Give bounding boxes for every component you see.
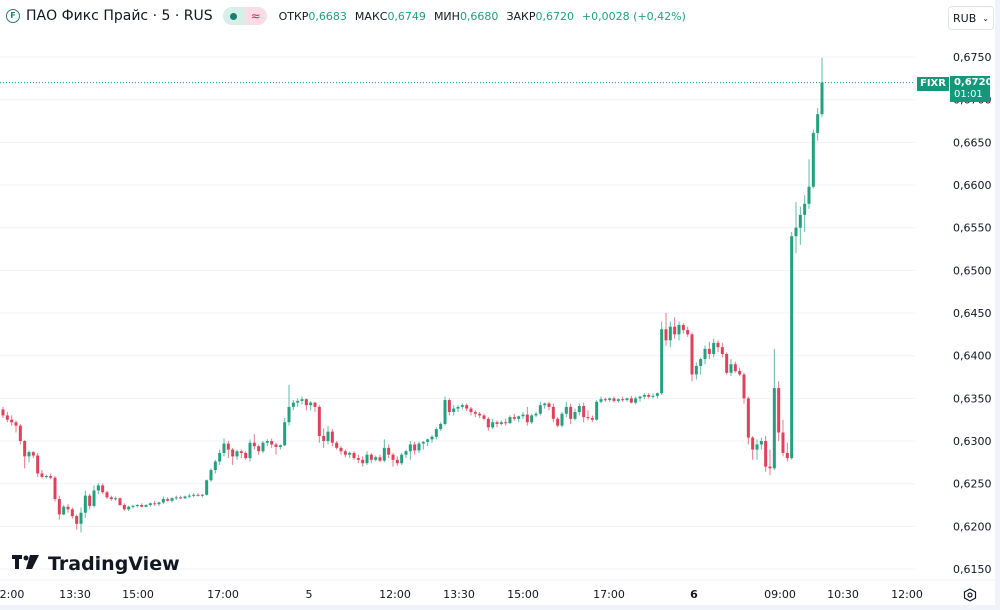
- price-tick-label: 0,6400: [953, 350, 992, 363]
- chevron-down-icon: ⌄: [982, 13, 989, 23]
- time-tick-label: 12:00: [379, 588, 411, 601]
- currency-dropdown[interactable]: RUB ⌄: [948, 6, 994, 30]
- time-axis[interactable]: 2:00 13:30 15:00 17:00 5 12:00 13:30 15:00 17:00…: [0, 588, 923, 601]
- price-tick-label: 0,6550: [953, 222, 992, 235]
- time-tick-label: 17:00: [207, 588, 239, 601]
- open-value: 0,6683: [308, 9, 347, 23]
- time-tick-label: 13:30: [443, 588, 475, 601]
- price-tick-label: 0,6650: [953, 136, 992, 149]
- time-tick-label: 2:00: [0, 588, 24, 601]
- open-label: ОТКР: [278, 9, 309, 23]
- last-price-tag: FIXR 0,6720 01:01: [917, 76, 993, 102]
- right-edge: [995, 0, 1000, 610]
- price-tick-label: 0,6750: [953, 51, 992, 64]
- high-value: 0,6749: [387, 9, 426, 23]
- close-value: 0,6720: [535, 9, 574, 23]
- time-tick-label: 09:00: [764, 588, 796, 601]
- low-label: МИН: [433, 9, 460, 23]
- price-tick-label: 0,6500: [953, 264, 992, 277]
- price-tag-value: 0,6720: [953, 77, 993, 88]
- market-open-dot-icon: [230, 12, 238, 20]
- price-tick-label: 0,6450: [953, 307, 992, 320]
- time-tick-label: 12:00: [891, 588, 923, 601]
- bar-countdown: 01:01: [953, 89, 983, 100]
- time-tick-label: 6: [690, 588, 698, 601]
- symbol-logo-icon: F: [6, 9, 20, 23]
- currency-label: RUB: [953, 11, 977, 25]
- close-label: ЗАКР: [506, 9, 536, 23]
- price-tick-label: 0,6200: [953, 520, 992, 533]
- price-tag-symbol: FIXR: [917, 77, 949, 91]
- price-tick-label: 0,6600: [953, 179, 992, 192]
- grid-lines: [0, 56, 915, 570]
- time-tick-label: 17:00: [593, 588, 625, 601]
- delayed-data-icon: ≈: [244, 7, 267, 25]
- tradingview-logo[interactable]: TradingView: [12, 553, 180, 575]
- time-tick-label: 5: [306, 588, 313, 601]
- bottom-edge: [0, 605, 1000, 610]
- symbol-legend: F ПАО Фикс Прайс · 5 · RUS ≈ ОТКР 0,6683…: [6, 4, 686, 28]
- time-tick-label: 10:30: [827, 588, 859, 601]
- symbol-title[interactable]: ПАО Фикс Прайс · 5 · RUS: [26, 8, 213, 24]
- time-tick-label: 13:30: [59, 588, 91, 601]
- time-tick-label: 15:00: [507, 588, 539, 601]
- price-tick-label: 0,6300: [953, 435, 992, 448]
- price-axis[interactable]: 0,67500,67000,66500,66000,65500,65000,64…: [953, 51, 992, 576]
- time-tick-label: 15:00: [122, 588, 154, 601]
- price-tick-label: 0,6150: [953, 563, 992, 576]
- high-label: МАКС: [354, 9, 388, 23]
- candlesticks: [1, 57, 824, 533]
- price-tick-label: 0,6250: [953, 478, 992, 491]
- price-tick-label: 0,6350: [953, 392, 992, 405]
- tradingview-wordmark: TradingView: [48, 553, 180, 575]
- price-change: +0,0028 (+0,42%): [581, 9, 686, 23]
- tradingview-mark-icon: [12, 553, 40, 575]
- low-value: 0,6680: [459, 9, 499, 23]
- chart-settings-icon[interactable]: [963, 588, 977, 602]
- market-status[interactable]: ≈: [222, 7, 267, 25]
